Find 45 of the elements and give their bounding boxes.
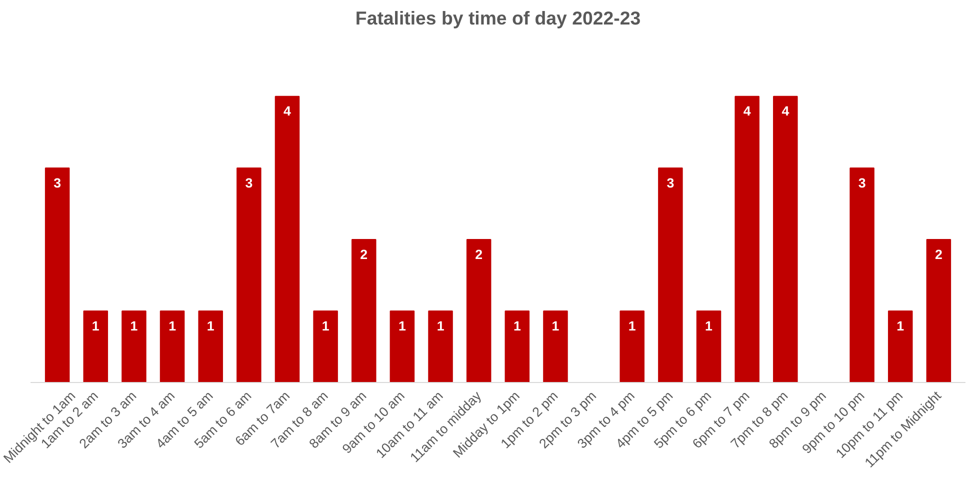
data-label: 2 bbox=[360, 246, 368, 262]
data-label: 1 bbox=[513, 318, 522, 334]
bar bbox=[696, 310, 722, 382]
bar bbox=[83, 310, 108, 382]
data-label: 4 bbox=[743, 104, 752, 119]
data-label: 1 bbox=[322, 318, 330, 334]
data-label: 2 bbox=[934, 246, 942, 262]
bar bbox=[274, 96, 300, 382]
bar bbox=[620, 310, 644, 382]
bar bbox=[160, 310, 185, 382]
bar bbox=[44, 167, 70, 382]
data-label: 1 bbox=[552, 318, 560, 334]
chart-title: Fatalities by time of day 2022-23 bbox=[355, 8, 641, 28]
bar bbox=[352, 238, 376, 382]
data-label: 3 bbox=[666, 175, 674, 190]
data-label: 1 bbox=[398, 318, 406, 334]
bar bbox=[198, 310, 223, 382]
data-label: 4 bbox=[284, 104, 292, 119]
bar bbox=[888, 310, 913, 382]
bar bbox=[850, 167, 874, 382]
data-label: 1 bbox=[436, 318, 445, 334]
data-label: 1 bbox=[168, 318, 177, 334]
data-label: 1 bbox=[896, 318, 905, 334]
bar bbox=[926, 238, 952, 382]
data-label: 3 bbox=[858, 175, 866, 190]
data-label: 1 bbox=[705, 318, 714, 334]
bar bbox=[466, 238, 492, 382]
bar bbox=[313, 310, 338, 382]
bar bbox=[428, 310, 453, 382]
data-label: 3 bbox=[245, 175, 253, 190]
data-label: 4 bbox=[782, 104, 790, 119]
bar bbox=[734, 96, 760, 382]
bar bbox=[504, 310, 530, 382]
data-label: 2 bbox=[475, 246, 483, 262]
bar bbox=[236, 167, 262, 382]
bar bbox=[122, 310, 146, 382]
bar bbox=[543, 310, 568, 382]
data-label: 1 bbox=[92, 318, 100, 334]
bar bbox=[658, 167, 683, 382]
bar bbox=[773, 96, 798, 382]
data-label: 1 bbox=[130, 318, 138, 334]
bar bbox=[390, 310, 415, 382]
data-label: 1 bbox=[206, 318, 215, 334]
data-label: 3 bbox=[54, 175, 62, 190]
data-label: 1 bbox=[628, 318, 636, 334]
